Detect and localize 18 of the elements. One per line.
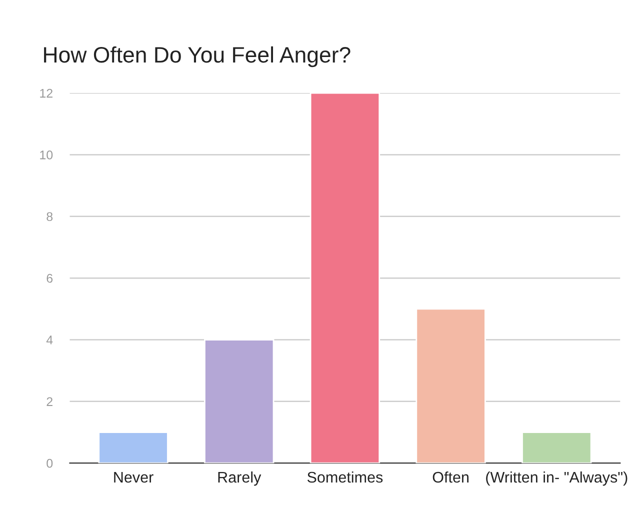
x-tick-label: Often	[432, 471, 468, 483]
bar	[98, 432, 168, 464]
x-tick-label: Sometimes	[307, 471, 383, 483]
y-tick-label: 12	[40, 88, 52, 98]
chart-title: How Often Do You Feel Anger?	[44, 46, 350, 68]
y-tick-label: 6	[46, 274, 53, 283]
y-tick-label: 4	[46, 336, 53, 344]
bar	[310, 93, 380, 464]
x-tick-label: Never	[114, 472, 154, 483]
x-tick-label: (Written in- "Always")	[486, 471, 628, 486]
bar	[204, 339, 274, 464]
y-tick-label: 10	[40, 150, 53, 160]
x-tick-label: Rarely	[218, 471, 262, 486]
y-tick-label: 2	[46, 397, 52, 406]
y-tick-label: 8	[46, 212, 53, 222]
bar	[416, 308, 486, 464]
y-tick-label: 0	[46, 458, 53, 468]
bar	[522, 432, 592, 464]
